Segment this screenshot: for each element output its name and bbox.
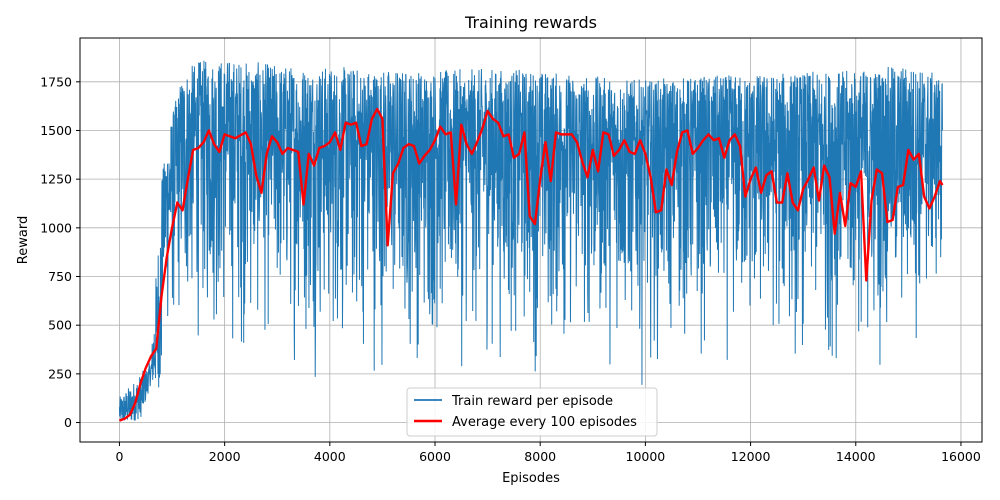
x-axis-label: Episodes xyxy=(502,471,560,486)
y-tick-label: 0 xyxy=(64,415,72,430)
y-tick-label: 1750 xyxy=(40,74,72,89)
x-tick-label: 10000 xyxy=(626,449,666,464)
legend: Train reward per episode Average every 1… xyxy=(406,387,658,437)
chart-title: Training rewards xyxy=(464,13,597,32)
y-tick-label: 1000 xyxy=(40,220,72,235)
x-tick-label: 4000 xyxy=(314,449,346,464)
x-axis: 0 2000 4000 6000 8000 10000 12000 14000 16000 xyxy=(115,442,981,464)
plot-frame xyxy=(79,37,983,443)
y-tick-label: 500 xyxy=(48,318,72,333)
x-tick-label: 8000 xyxy=(524,449,556,464)
average-reward-line xyxy=(119,107,944,422)
average-reward-series xyxy=(119,107,944,422)
y-axis: 0 250 500 750 1000 1250 1500 1750 xyxy=(40,74,80,430)
y-tick-label: 1250 xyxy=(40,172,72,187)
x-tick-label: 14000 xyxy=(836,449,876,464)
y-tick-label: 1500 xyxy=(40,123,72,138)
x-tick-label: 6000 xyxy=(419,449,451,464)
train-reward-series xyxy=(118,60,943,421)
train-reward-line xyxy=(118,60,943,421)
x-tick-label: 0 xyxy=(115,449,123,464)
legend-label-average: Average every 100 episodes xyxy=(452,415,637,430)
legend-label-train-reward: Train reward per episode xyxy=(451,394,613,409)
x-tick-label: 16000 xyxy=(941,449,981,464)
y-tick-label: 750 xyxy=(48,269,72,284)
y-tick-label: 250 xyxy=(48,366,72,381)
y-axis-label: Reward xyxy=(16,216,31,264)
x-tick-label: 2000 xyxy=(209,449,241,464)
x-tick-label: 12000 xyxy=(731,449,771,464)
legend-box xyxy=(406,387,658,437)
